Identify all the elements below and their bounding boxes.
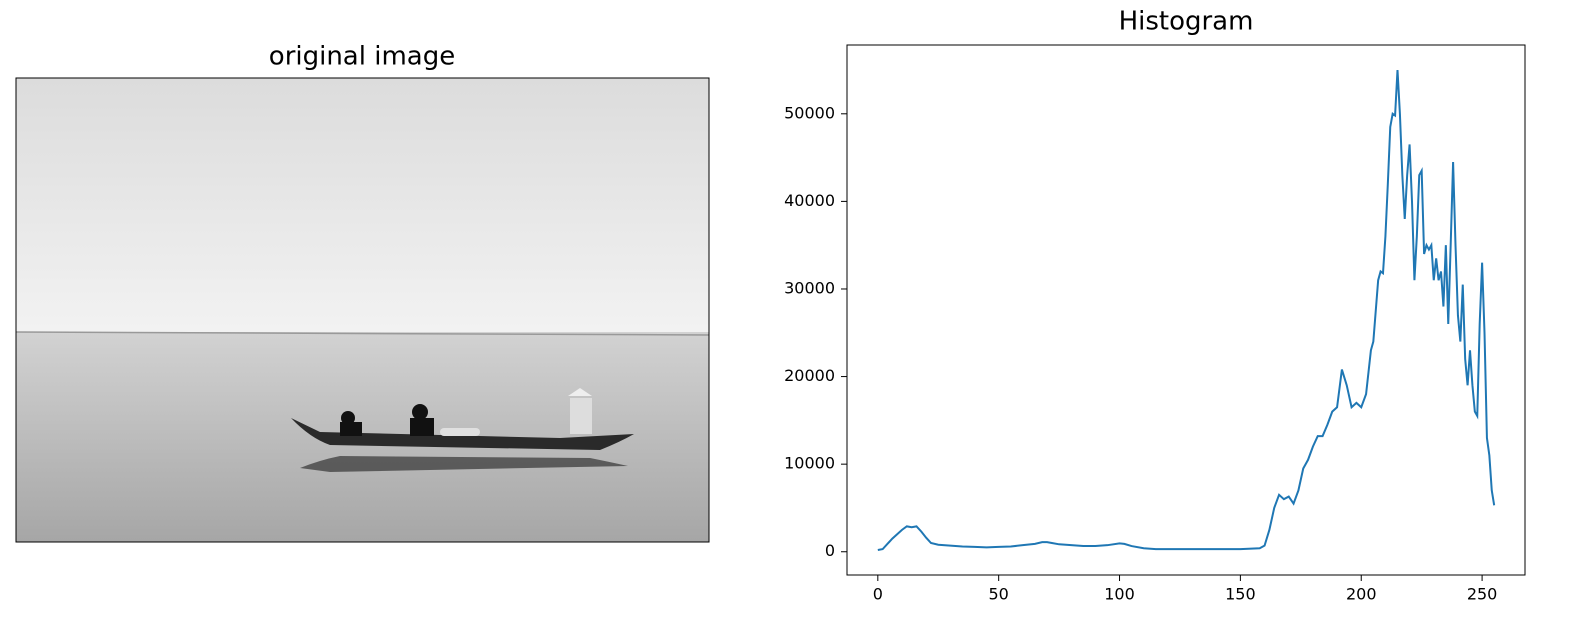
x-tick-label: 200 [1346,585,1377,604]
x-tick-label: 50 [988,585,1008,604]
chart-title: original image [269,42,455,72]
y-tick-label: 40000 [784,191,835,210]
y-tick-label: 10000 [784,454,835,473]
y-tick-label: 0 [825,541,835,560]
x-tick-label: 150 [1225,585,1256,604]
y-tick-label: 50000 [784,103,835,122]
y-tick-label: 30000 [784,278,835,297]
x-tick-label: 250 [1467,585,1498,604]
chart-title: Histogram [1119,7,1254,37]
plot-frame [846,44,1526,576]
histogram-line [877,69,1496,551]
y-tick-label: 20000 [784,366,835,385]
photo [15,77,710,543]
x-tick-label: 100 [1104,585,1135,604]
x-tick-label: 0 [873,585,883,604]
